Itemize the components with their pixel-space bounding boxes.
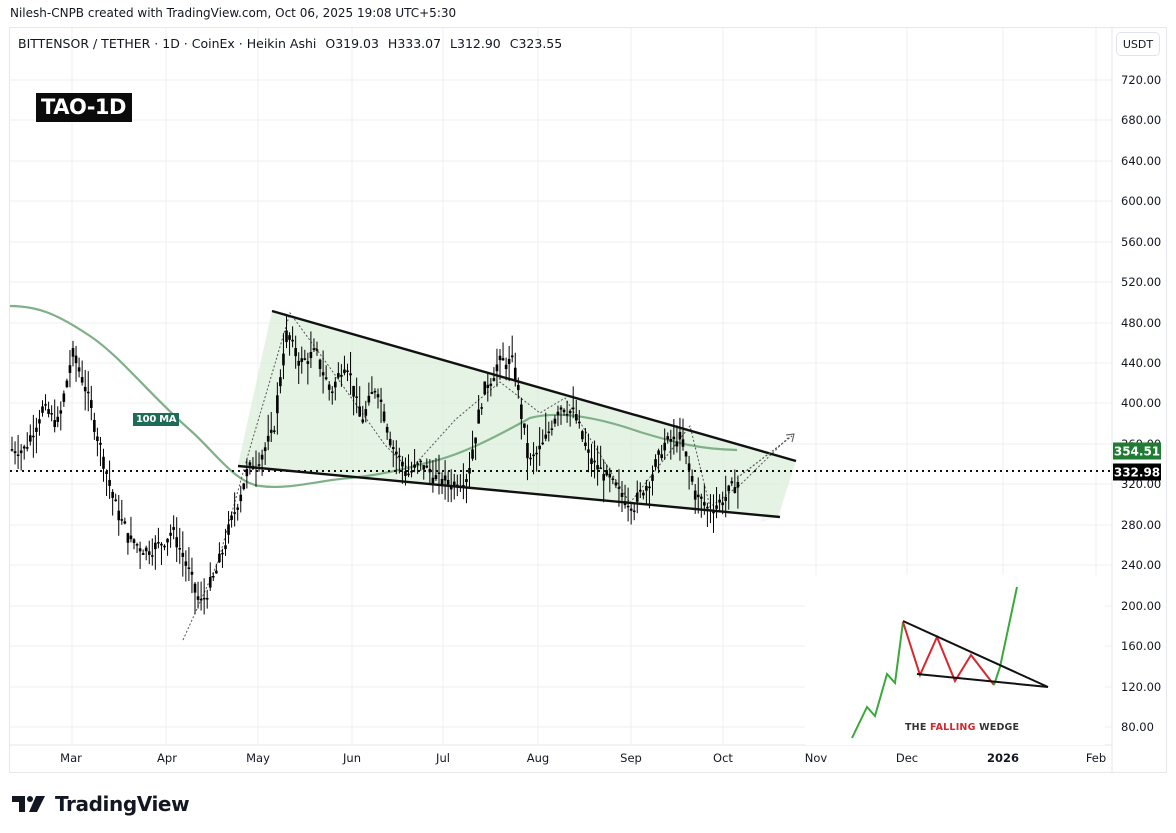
time-tick: May (246, 751, 270, 765)
upper-trendline (271, 309, 797, 463)
falling-wedge-diagram (851, 586, 1049, 739)
price-tick: 320.00 (1121, 477, 1162, 491)
price-tick: 480.00 (1121, 316, 1162, 330)
ma-label: 100 MA (133, 413, 180, 426)
price-tick: 240.00 (1121, 558, 1162, 572)
time-tick: Mar (60, 751, 82, 765)
symbol-info: BITTENSOR / TETHER · 1D · CoinEx · Heiki… (18, 36, 317, 51)
time-tick: Aug (526, 751, 550, 765)
time-tick: Jul (436, 751, 450, 765)
tradingview-logo-icon (12, 796, 45, 812)
price-tick: 640.00 (1121, 154, 1162, 168)
time-tick: Apr (157, 751, 177, 765)
last-price-tag: 332.98 (1113, 463, 1161, 481)
price-tick: 600.00 (1121, 194, 1162, 208)
symbol-legend[interactable]: BITTENSOR / TETHER · 1D · CoinEx · Heiki… (18, 36, 567, 51)
time-tick: Jun (343, 751, 361, 765)
lower-trendline (237, 464, 781, 519)
wedge-fill (238, 311, 796, 517)
caption-falling: FALLING (930, 722, 976, 733)
price-tick: 520.00 (1121, 275, 1162, 289)
tradingview-logo[interactable]: TradingView (12, 792, 190, 816)
arrow-head-icon (785, 433, 795, 443)
time-tick: Nov (804, 751, 828, 765)
brand-name: TradingView (55, 792, 190, 816)
price-tick: 400.00 (1121, 396, 1162, 410)
currency-button[interactable]: USDT (1116, 32, 1160, 56)
caption-wedge: WEDGE (975, 722, 1020, 733)
time-tick-year: 2026 (986, 751, 1020, 765)
price-tick: 560.00 (1121, 235, 1162, 249)
ma-price-tag: 354.51 (1113, 442, 1161, 460)
price-tick: 680.00 (1121, 113, 1162, 127)
wedge-fill-right (760, 461, 796, 522)
falling-wedge-inset: THE FALLING WEDGE (805, 575, 1105, 745)
ma-100-line (9, 304, 738, 488)
time-tick: Dec (895, 751, 919, 765)
price-tick: 200.00 (1121, 599, 1162, 613)
price-tick: 720.00 (1121, 73, 1162, 87)
time-tick: Sep (620, 751, 642, 765)
ohlc-open: O319.03 (325, 36, 379, 51)
price-tick: 120.00 (1121, 680, 1162, 694)
ohlc-high: H333.07 (387, 36, 442, 51)
price-tick: 80.00 (1121, 720, 1154, 734)
projection-arrow (736, 435, 793, 479)
inset-caption: THE FALLING WEDGE (905, 722, 1019, 733)
ohlc-close: C323.55 (509, 36, 563, 51)
caption-the: THE (905, 722, 931, 733)
candlesticks (10, 314, 740, 615)
ohlc-low: L312.90 (450, 36, 501, 51)
ticker-badge: TAO-1D (36, 93, 132, 122)
attribution: Nilesh-CNPB created with TradingView.com… (10, 6, 457, 20)
time-tick: Feb (1085, 751, 1107, 765)
time-tick: Oct (713, 751, 733, 765)
price-tick: 280.00 (1121, 518, 1162, 532)
price-tick: 160.00 (1121, 639, 1162, 653)
price-tick: 440.00 (1121, 356, 1162, 370)
